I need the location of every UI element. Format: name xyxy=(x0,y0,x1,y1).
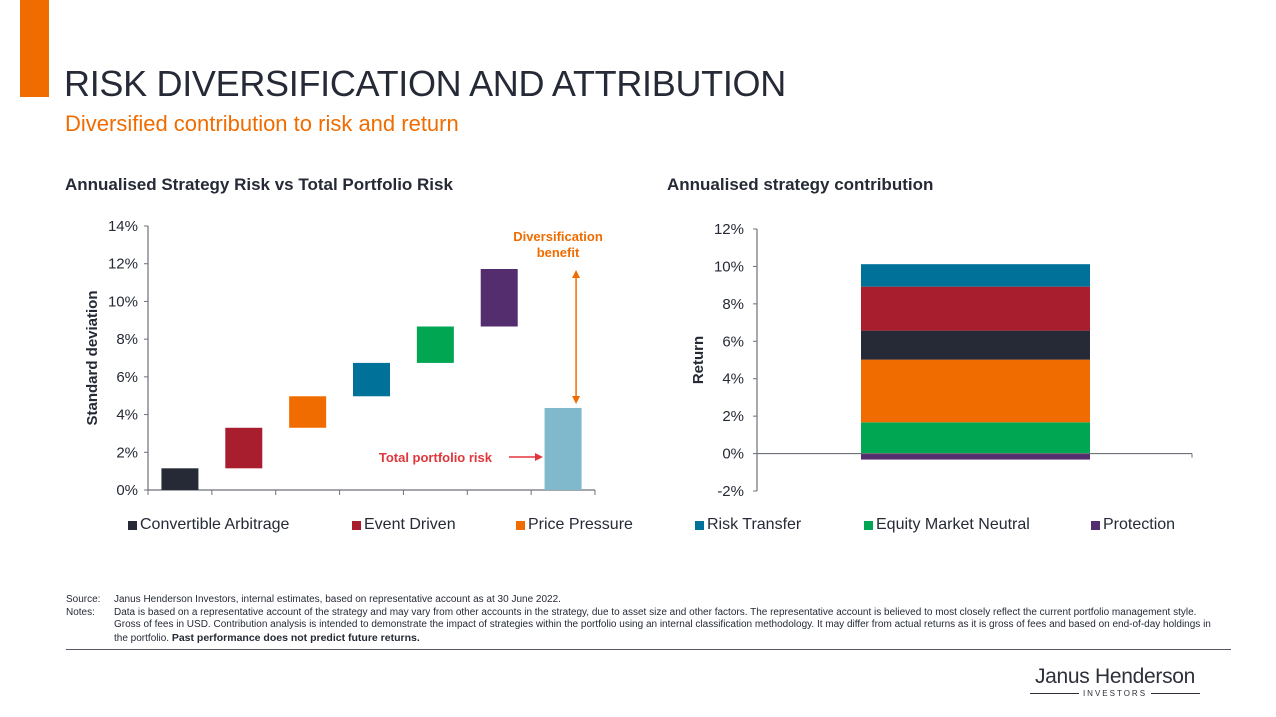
total-portfolio-risk-label: Total portfolio risk xyxy=(379,450,493,465)
risk-chart: 0% 2% 4% 6% 8% 10% 12% 14% Standard deviation Div… xyxy=(84,218,603,499)
y-tick-label: 10% xyxy=(714,258,744,275)
y-tick-label: 0% xyxy=(722,446,744,463)
legend-label: Price Pressure xyxy=(528,516,633,533)
legend-swatch xyxy=(1091,520,1100,530)
arrow-up-head-icon xyxy=(572,269,581,278)
segment-convertible-arbitrage xyxy=(861,330,1090,360)
page-subtitle: Diversified contribution to risk and ret… xyxy=(65,111,459,136)
disclaimer-bold: Past performance does not predict future… xyxy=(171,631,420,644)
y-tick-label: 6% xyxy=(116,369,138,386)
legend-item-risk-transfer: Risk Transfer xyxy=(695,516,801,534)
legend-item-price-pressure: Price Pressure xyxy=(516,516,633,534)
legend-swatch xyxy=(695,520,704,530)
legend-label: Protection xyxy=(1103,516,1176,533)
segment-price-pressure xyxy=(861,359,1090,423)
segment-protection xyxy=(861,453,1090,460)
contribution-chart: -2% 0% 2% 4% 6% 8% 10% 12% Return xyxy=(690,221,1193,500)
legend-label: Equity Market Neutral xyxy=(876,516,1030,533)
legend-item-event-driven: Event Driven xyxy=(352,516,456,534)
bar-convertible-arbitrage xyxy=(161,468,199,490)
janus-henderson-logo: Janus Henderson INVESTORS xyxy=(1030,666,1200,698)
legend-item-protection: Protection xyxy=(1091,516,1175,534)
logo-rule-left xyxy=(1030,693,1079,694)
arrow-right-icon xyxy=(535,453,543,461)
legend-item-equity-market-neutral: Equity Market Neutral xyxy=(864,516,1030,534)
arrow-down-head-icon xyxy=(572,395,581,404)
logo-sub: INVESTORS xyxy=(1030,689,1200,698)
y-tick-label: 14% xyxy=(108,218,138,235)
y-tick-label: 4% xyxy=(116,407,138,424)
y-tick-label: 12% xyxy=(714,221,744,238)
segment-risk-transfer xyxy=(861,264,1090,287)
y-tick-label: 4% xyxy=(722,371,744,388)
segment-event-driven xyxy=(861,286,1090,331)
footer-divider xyxy=(66,649,1231,650)
diversification-label-line: Diversification xyxy=(513,229,603,244)
accent-bar xyxy=(20,0,49,97)
bar-total-portfolio-risk xyxy=(544,407,582,490)
bar-event-driven xyxy=(225,427,263,469)
notes-body: Data is based on a representative accoun… xyxy=(114,607,1216,646)
y-axis-title: Return xyxy=(690,336,707,384)
bar-equity-market-neutral xyxy=(416,326,454,363)
notes-label: Notes: xyxy=(66,606,95,618)
risk-chart-title: Annualised Strategy Risk vs Total Portfo… xyxy=(65,175,453,194)
legend-label: Event Driven xyxy=(364,516,456,533)
y-tick-label: 12% xyxy=(108,256,138,273)
diversification-label-line: benefit xyxy=(537,245,580,260)
y-tick-label: 8% xyxy=(722,296,744,313)
bar-price-pressure xyxy=(289,396,327,428)
logo-sub-text: INVESTORS xyxy=(1082,689,1148,698)
contribution-chart-title: Annualised strategy contribution xyxy=(667,175,934,194)
notes-row: Notes: Data is based on a representative… xyxy=(66,607,1216,646)
logo-rule-right xyxy=(1151,693,1200,694)
chart-legend: Convertible Arbitrage Event Driven Price P… xyxy=(0,516,1276,538)
notes-text: Data is based on a representative accoun… xyxy=(114,606,1211,644)
source-row: Source: Janus Henderson Investors, inter… xyxy=(66,594,1216,607)
y-tick-label: 10% xyxy=(108,293,138,310)
y-tick-label: 6% xyxy=(722,333,744,350)
logo-name: Janus Henderson xyxy=(1034,665,1196,688)
legend-swatch xyxy=(128,520,137,530)
legend-swatch xyxy=(352,520,361,530)
legend-label: Convertible Arbitrage xyxy=(140,516,290,533)
bar-risk-transfer xyxy=(353,362,390,397)
page-title: RISK DIVERSIFICATION AND ATTRIBUTION xyxy=(64,63,786,104)
legend-item-convertible-arbitrage: Convertible Arbitrage xyxy=(128,516,289,534)
legend-swatch xyxy=(516,520,525,530)
legend-swatch xyxy=(864,520,873,530)
y-tick-label: 8% xyxy=(116,331,138,348)
y-axis-title: Standard deviation xyxy=(84,290,101,425)
source-label: Source: xyxy=(66,594,101,605)
bar-protection xyxy=(480,268,518,327)
y-tick-label: -2% xyxy=(717,483,744,500)
y-tick-label: 2% xyxy=(722,408,744,425)
source-text: Janus Henderson Investors, internal esti… xyxy=(114,594,561,605)
y-tick-label: 2% xyxy=(116,444,138,461)
segment-equity-market-neutral xyxy=(861,422,1090,454)
footnotes: Source: Janus Henderson Investors, inter… xyxy=(66,594,1216,645)
legend-label: Risk Transfer xyxy=(707,516,802,533)
y-tick-label: 0% xyxy=(116,482,138,499)
